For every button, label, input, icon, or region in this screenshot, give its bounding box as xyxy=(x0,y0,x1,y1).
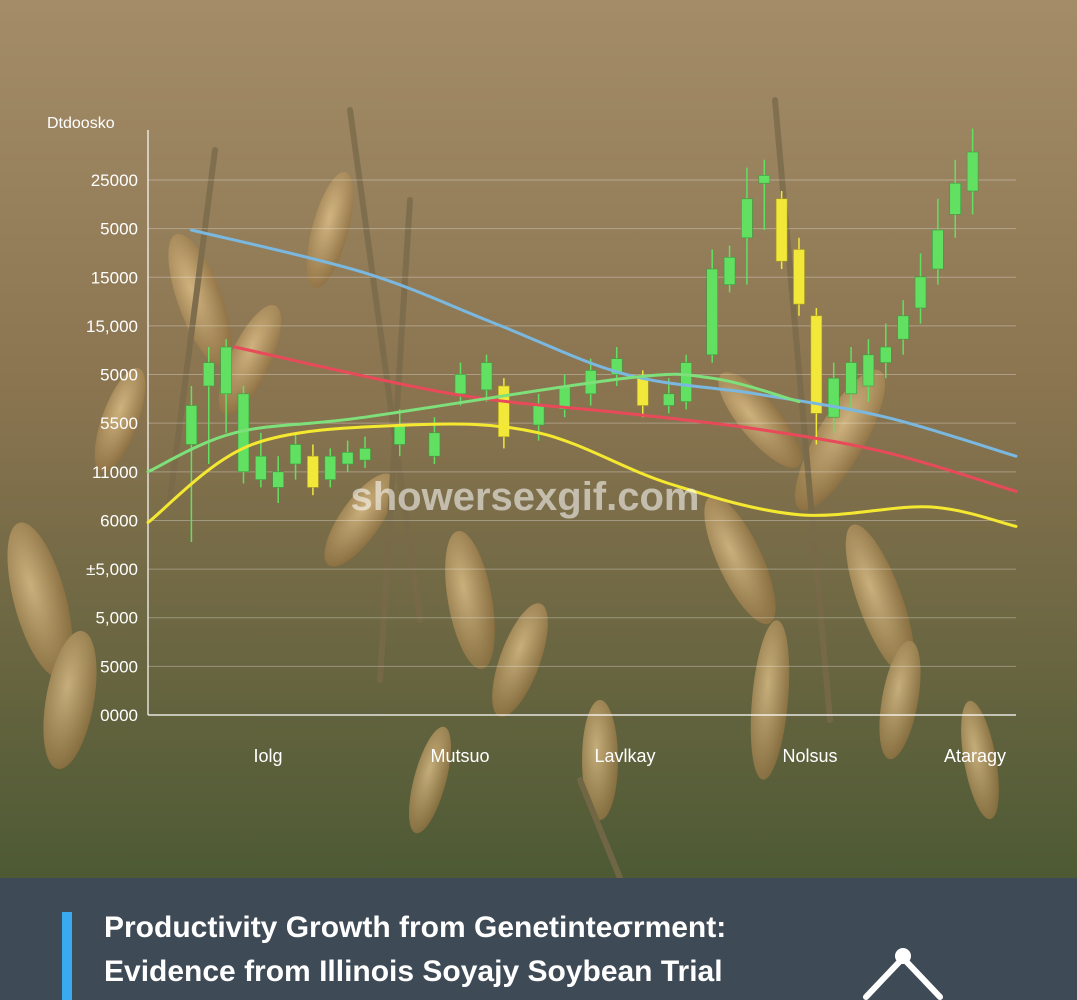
plant-stem xyxy=(577,777,623,878)
soybean-pod xyxy=(94,367,146,473)
y-tick-label: 5000 xyxy=(100,366,138,385)
y-tick-label: 0000 xyxy=(100,706,138,725)
x-tick-label: Nolsus xyxy=(782,746,837,766)
footer-accent-bar xyxy=(62,912,72,1000)
watermark-text: showersexgif.com xyxy=(350,475,699,519)
soybean-pod xyxy=(408,726,452,834)
chart-background-photo: 25000 5000 15000 15,000 5000 5500 11000 6000 ±5,… xyxy=(0,0,1077,878)
candle-body xyxy=(272,471,285,488)
soybean-pod xyxy=(961,700,999,820)
y-tick-label: 15000 xyxy=(91,268,138,287)
x-tick-label: Ataragy xyxy=(944,746,1006,766)
y-tick-label: 5000 xyxy=(100,657,138,676)
candle-body xyxy=(810,315,823,414)
soybean-pod xyxy=(879,640,921,760)
y-tick-label: 5,000 xyxy=(95,609,138,628)
candle-body xyxy=(741,198,753,239)
candle-body xyxy=(428,432,441,457)
candle-body xyxy=(758,175,771,184)
candle-body xyxy=(932,229,944,270)
candle-body xyxy=(255,455,267,480)
plant-stem xyxy=(167,147,218,503)
soybean-pod xyxy=(750,620,790,780)
soybean-pod xyxy=(218,304,282,416)
candle-body xyxy=(949,182,962,215)
title-footer: Productivity Growth from Genetinteσrment… xyxy=(0,878,1077,1000)
soybean-pod xyxy=(43,630,97,770)
candle-body xyxy=(498,385,510,438)
series-line-1 xyxy=(189,228,1018,458)
candle-body xyxy=(680,362,692,402)
candle-body xyxy=(341,451,354,465)
chevron-up-icon xyxy=(863,948,943,1000)
soybean-pod xyxy=(704,495,776,625)
candle-body xyxy=(706,268,719,356)
candle-body xyxy=(966,151,979,192)
chart-title: Productivity Growth from Genetinteσrment… xyxy=(104,906,726,994)
y-tick-label: 5500 xyxy=(100,414,138,433)
candle-body xyxy=(845,362,857,395)
candle-body xyxy=(636,377,649,406)
chart-title-line-1: Productivity Growth from Genetinteσrment… xyxy=(104,911,727,944)
soybean-pod xyxy=(324,473,396,567)
candle-body xyxy=(897,315,909,340)
soybean-pod xyxy=(794,369,886,511)
candle-body xyxy=(914,276,927,309)
y-tick-label: 25000 xyxy=(91,171,138,190)
candle-body xyxy=(359,448,371,461)
candle-body xyxy=(775,198,788,262)
x-tick-label: Lavlkay xyxy=(594,746,655,766)
chart-subtitle: Evidence from Illinois Soyajy Soybean Tr… xyxy=(104,955,723,988)
y-tick-label: 6000 xyxy=(100,511,138,530)
candle-body xyxy=(532,405,545,426)
candle-body xyxy=(393,424,406,445)
soybean-pod xyxy=(445,530,495,670)
candle-body xyxy=(480,362,493,391)
series-line-2 xyxy=(233,345,1018,493)
candle-body xyxy=(185,405,198,445)
soybean-pod xyxy=(718,372,802,468)
soybean-pod xyxy=(492,603,548,717)
series-line-3 xyxy=(146,422,1018,528)
candle-body xyxy=(454,373,467,395)
candle-body xyxy=(289,444,302,465)
y-tick-label: ±5,000 xyxy=(86,560,138,579)
soybean-pod xyxy=(168,233,232,367)
candle-body xyxy=(307,455,319,488)
plant-stem xyxy=(347,107,423,623)
soybean-pod xyxy=(582,700,618,820)
x-tick-label: Mutsuo xyxy=(430,746,489,766)
candle-body xyxy=(793,249,805,305)
candle-body xyxy=(202,362,215,387)
y-tick-label: 5000 xyxy=(100,220,138,239)
y-tick-label: 15,000 xyxy=(86,317,138,336)
candle-body xyxy=(220,346,232,395)
candle-body xyxy=(879,346,892,363)
candle-body xyxy=(662,393,675,406)
x-tick-label: Iolg xyxy=(253,746,282,766)
candle-body xyxy=(324,455,337,480)
y-axis-label: Dtdoosko xyxy=(47,115,115,132)
soybean-pod xyxy=(7,522,73,678)
series-line-4 xyxy=(146,372,801,474)
candle-body xyxy=(862,354,875,387)
soybean-pod xyxy=(845,524,915,676)
candle-body xyxy=(723,256,736,285)
y-tick-label: 11000 xyxy=(92,463,138,482)
candle-body xyxy=(827,377,840,418)
candle-body xyxy=(610,358,623,375)
